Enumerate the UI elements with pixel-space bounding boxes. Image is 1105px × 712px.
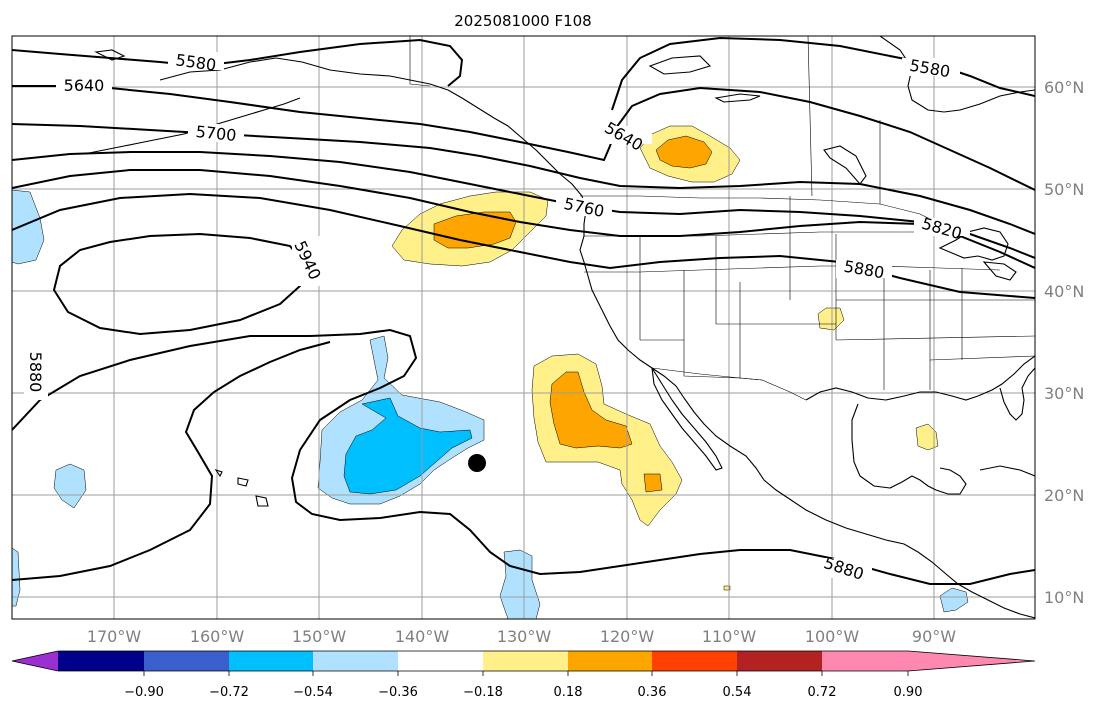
negative-anomaly-guatemala: [939, 587, 969, 613]
plot-frame: [11, 35, 1036, 620]
colorbar-tick-label: −0.18: [463, 685, 503, 700]
colorbar-segment: [229, 651, 313, 671]
negative-anomaly-core: [343, 397, 473, 495]
contour-5880-north: [12, 192, 1035, 299]
colorbar-tick-label: −0.72: [209, 685, 249, 700]
colorbar-segment: [483, 651, 568, 671]
colorbar-tick-label: 0.72: [808, 685, 837, 700]
lon-label: 160°W: [190, 627, 245, 646]
lat-label: 40°N: [1044, 282, 1084, 301]
colorbar-tick-label: 0.90: [894, 685, 923, 700]
negative-anomaly-southwest-edge: [12, 547, 21, 607]
colorbar-tick-label: −0.54: [293, 685, 333, 700]
negative-anomaly-south: [499, 549, 541, 619]
colorbar-tick-labels: −0.90 −0.72 −0.54 −0.36 −0.18 0.18 0.36 …: [124, 685, 922, 700]
colorbar-max-extension: [822, 651, 908, 671]
negative-anomaly-west-edge: [12, 189, 45, 265]
lat-label: 60°N: [1044, 78, 1084, 97]
contour-label: 5880: [26, 352, 45, 393]
lon-label: 120°W: [600, 627, 655, 646]
coastlines: [83, 36, 1035, 619]
contour-label: 5700: [195, 122, 237, 145]
map-title: 2025081000 F108: [454, 12, 591, 30]
colorbar-segment: [568, 651, 652, 671]
lat-label: 20°N: [1044, 486, 1084, 505]
positive-anomaly-canada-core: [655, 135, 713, 169]
lat-label: 50°N: [1044, 180, 1084, 199]
contour-5640: [12, 85, 1035, 191]
contour-5940: [52, 232, 308, 336]
lon-label: 110°W: [702, 627, 757, 646]
lon-label: 170°W: [87, 627, 142, 646]
colorbar-min-extension: [12, 651, 58, 671]
colorbar-tick-label: −0.90: [124, 685, 164, 700]
positive-anomaly-kansas: [817, 307, 845, 331]
colorbar-segment: [144, 651, 229, 671]
positive-anomaly-baja-core: [549, 371, 633, 449]
colorbar-tick-label: 0.18: [554, 685, 583, 700]
lat-label: 10°N: [1044, 588, 1084, 607]
colorbar-tick-label: 0.54: [723, 685, 752, 700]
positive-anomaly-gulf: [915, 423, 939, 451]
lat-label: 30°N: [1044, 384, 1084, 403]
plot-area: 5580 5640 5700 5640 5580 5760 5820 5880 …: [12, 36, 1035, 619]
storm-position-marker: [468, 454, 486, 472]
lon-label: 140°W: [395, 627, 450, 646]
colorbar-ticks: [143, 671, 909, 676]
colorbar-segment: [313, 651, 398, 671]
contour-5580-west: [12, 38, 464, 87]
colorbar-segment: [737, 651, 822, 671]
lon-label: 130°W: [497, 627, 552, 646]
positive-anomaly-baja-small-core: [643, 473, 663, 493]
lon-label: 100°W: [805, 627, 860, 646]
contour-5880-southwest: [12, 341, 331, 581]
anomaly-shading: [12, 125, 969, 619]
colorbar-segment: [58, 651, 144, 671]
colorbar-tick-label: −0.36: [378, 685, 418, 700]
contour-5880-south: [12, 328, 1035, 585]
colorbar-segment: [652, 651, 737, 671]
colorbar: −0.90 −0.72 −0.54 −0.36 −0.18 0.18 0.36 …: [11, 650, 1036, 700]
colorbar-segment: [398, 651, 483, 671]
latitude-labels: 60°N 50°N 40°N 30°N 20°N 10°N: [1044, 78, 1084, 607]
colorbar-max-tip: [908, 651, 1035, 671]
contour-label: 5640: [64, 76, 105, 95]
lon-label: 150°W: [292, 627, 347, 646]
negative-anomaly-hawaii-west: [53, 463, 87, 509]
contour-5580-east: [611, 36, 1035, 111]
longitude-labels: 170°W 160°W 150°W 140°W 130°W 120°W 110°…: [87, 627, 956, 646]
lon-label: 90°W: [912, 627, 956, 646]
colorbar-tick-label: 0.36: [638, 685, 667, 700]
